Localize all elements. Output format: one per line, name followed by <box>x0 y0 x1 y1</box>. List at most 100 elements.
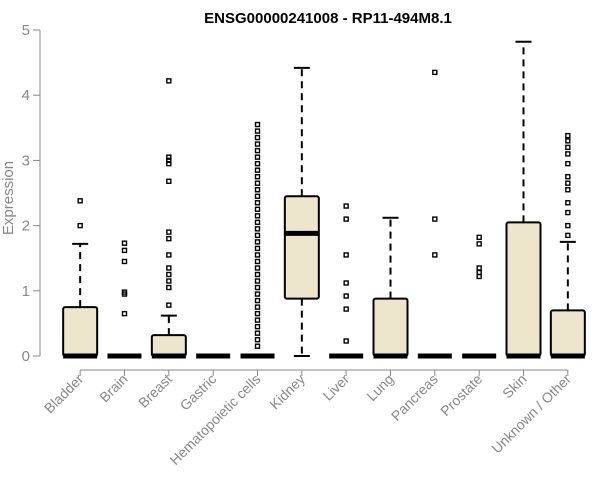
outlier-point <box>254 193 261 199</box>
outlier-point <box>432 216 438 222</box>
x-tick-label: Kidney <box>266 371 308 413</box>
outlier-point <box>343 216 349 222</box>
outlier-point <box>343 293 349 299</box>
box-kidney <box>283 66 320 357</box>
outlier-point <box>166 154 172 160</box>
outlier-point <box>565 180 571 186</box>
box-hematopoietic-cells <box>240 121 275 359</box>
outlier-point <box>121 258 128 265</box>
outlier-point <box>77 222 83 229</box>
outlier-point <box>565 151 571 157</box>
y-tick-label: 0 <box>22 348 30 365</box>
box-iqr <box>549 309 586 357</box>
outlier-point <box>166 265 172 271</box>
outlier-point <box>565 160 571 167</box>
outlier-point <box>254 167 261 173</box>
outlier-point <box>254 147 261 154</box>
x-tick-label: Breast <box>135 371 175 411</box>
box-liver <box>329 203 364 359</box>
x-tick-label: Skin <box>499 371 530 402</box>
outlier-point <box>166 160 172 167</box>
outlier-point <box>166 271 172 278</box>
y-axis-label: Expression <box>0 161 17 235</box>
outlier-point <box>166 157 172 164</box>
outlier-point <box>565 200 571 206</box>
y-tick-label: 2 <box>22 218 30 235</box>
outlier-point <box>254 310 261 317</box>
outlier-point <box>254 265 261 271</box>
box-lung <box>372 216 409 359</box>
outlier-point <box>565 187 571 193</box>
outlier-point <box>565 144 571 151</box>
outlier-point <box>254 160 261 167</box>
outlier-point <box>565 138 571 144</box>
box-pancreas <box>417 69 452 359</box>
outlier-point <box>254 219 261 226</box>
x-tick-label: Pancreas <box>388 371 441 424</box>
box-skin <box>505 40 542 359</box>
outlier-point <box>565 132 571 139</box>
outlier-point <box>166 229 172 235</box>
outlier-point <box>254 304 261 310</box>
y-tick-label: 3 <box>22 152 30 169</box>
outlier-point <box>254 337 261 343</box>
chart-title: ENSG00000241008 - RP11-494M8.1 <box>204 10 452 27</box>
outlier-point <box>254 226 261 232</box>
outlier-point <box>476 241 482 247</box>
outlier-point <box>254 239 261 245</box>
outlier-point <box>254 284 261 291</box>
outlier-point <box>166 178 172 184</box>
outlier-point <box>476 265 482 271</box>
outlier-point <box>254 128 261 134</box>
outlier-point <box>476 234 482 241</box>
outlier-point <box>166 278 172 284</box>
outlier-point <box>77 198 83 204</box>
outlier-point <box>166 78 172 84</box>
outlier-point <box>254 134 261 141</box>
outlier-point <box>254 291 261 297</box>
outlier-point <box>254 173 261 180</box>
outlier-point <box>254 232 261 239</box>
outlier-point <box>121 240 128 246</box>
outlier-point <box>254 258 261 265</box>
outlier-point <box>254 297 261 304</box>
outlier-point <box>343 203 349 209</box>
outlier-point <box>254 187 261 193</box>
x-tick-label: Brain <box>96 371 130 405</box>
y-axis: 0 1 2 3 4 5 <box>22 22 41 365</box>
x-tick-label: Unknown / Other <box>488 371 574 457</box>
box-prostate <box>462 234 497 359</box>
x-tick-label: Gastric <box>177 371 220 414</box>
outlier-point <box>121 310 128 317</box>
outlier-point <box>254 278 261 284</box>
box-unknown-other <box>549 132 586 359</box>
outlier-point <box>476 269 482 276</box>
box-iqr <box>372 297 409 357</box>
outlier-point <box>432 69 438 76</box>
outlier-point <box>254 343 261 349</box>
box-iqr <box>283 195 320 300</box>
y-tick-label: 5 <box>22 22 30 39</box>
box-iqr <box>62 306 99 358</box>
x-tick-label: Lung <box>363 371 396 404</box>
outlier-point <box>121 289 128 295</box>
outlier-point <box>254 213 261 219</box>
outlier-point <box>565 222 571 229</box>
outlier-point <box>565 232 571 239</box>
outlier-point <box>166 252 172 258</box>
x-tick-label: Prostate <box>437 371 485 419</box>
outlier-point <box>254 330 261 336</box>
outlier-point <box>565 209 571 216</box>
outlier-point <box>565 173 571 180</box>
y-tick-label: 4 <box>22 87 30 104</box>
box-brain <box>107 240 142 359</box>
outlier-point <box>343 338 349 344</box>
outlier-point <box>254 200 261 206</box>
outlier-point <box>166 284 172 291</box>
outlier-point <box>254 121 261 128</box>
outlier-point <box>254 271 261 278</box>
outlier-point <box>254 317 261 323</box>
outlier-point <box>432 252 438 258</box>
